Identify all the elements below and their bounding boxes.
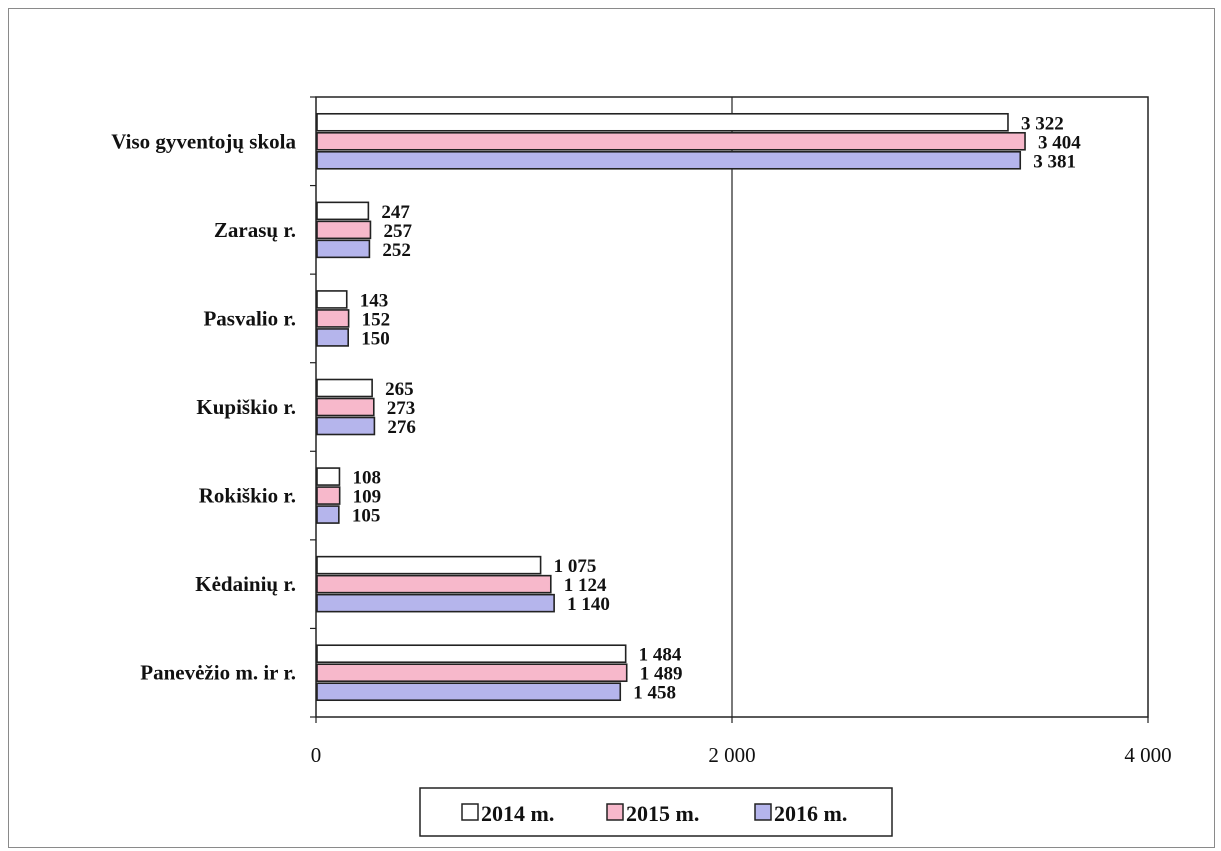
chart-frame — [8, 8, 1215, 848]
legend-swatch — [754, 803, 772, 821]
category-label: Panevėžio m. ir r. — [140, 661, 296, 685]
bar-2014m — [316, 201, 370, 221]
data-label: 108 — [352, 468, 381, 489]
legend-swatch — [461, 803, 479, 821]
data-label: 252 — [382, 240, 411, 261]
data-label: 273 — [387, 398, 416, 419]
bar-2016m — [316, 682, 622, 702]
category-label: Zarasų r. — [214, 218, 296, 242]
bar-2014m — [316, 378, 373, 398]
data-label: 247 — [381, 202, 410, 223]
data-label: 150 — [361, 328, 390, 349]
bar-2016m — [316, 593, 555, 613]
bar-2014m — [316, 290, 348, 309]
data-label: 1 484 — [639, 645, 682, 666]
legend-box — [419, 787, 893, 837]
data-label: 1 140 — [567, 594, 610, 615]
bar-2015m — [316, 131, 1026, 151]
category-label: Kupiškio r. — [196, 395, 296, 419]
data-label: 143 — [360, 290, 389, 311]
bar-2015m — [316, 486, 341, 505]
bar-2014m — [316, 555, 542, 575]
data-label: 276 — [387, 417, 416, 438]
category-label: Rokiškio r. — [199, 484, 296, 508]
category-label: Pasvalio r. — [203, 306, 296, 330]
x-tick-label: 2 000 — [708, 743, 755, 767]
data-label: 1 489 — [640, 664, 683, 685]
category-label: Kėdainių r. — [195, 572, 296, 596]
data-label: 3 404 — [1038, 132, 1081, 153]
bar-2014m — [316, 644, 627, 664]
data-label: 257 — [383, 221, 412, 242]
legend-swatch — [606, 803, 624, 821]
bar-2015m — [316, 309, 350, 328]
x-tick-label: 4 000 — [1124, 743, 1171, 767]
data-label: 1 124 — [564, 575, 607, 596]
legend-label: 2014 m. — [481, 801, 554, 826]
data-label: 1 075 — [554, 556, 597, 577]
bar-2015m — [316, 397, 375, 417]
bar-2015m — [316, 220, 372, 240]
bar-2015m — [316, 663, 628, 683]
bar-2016m — [316, 505, 340, 524]
data-label: 1 458 — [633, 683, 676, 704]
bar-2016m — [316, 416, 376, 436]
bar-2016m — [316, 150, 1022, 170]
bar-2015m — [316, 574, 552, 594]
bar-2016m — [316, 328, 350, 347]
data-label: 105 — [352, 506, 381, 527]
bar-2016m — [316, 239, 371, 259]
data-label: 109 — [353, 487, 382, 508]
category-label: Viso gyventojų skola — [111, 129, 296, 153]
x-tick-label: 0 — [311, 743, 322, 767]
legend-label: 2016 m. — [774, 801, 847, 826]
data-label: 3 381 — [1033, 151, 1076, 172]
legend-label: 2015 m. — [626, 801, 699, 826]
bar-2014m — [316, 467, 341, 486]
data-label: 3 322 — [1021, 113, 1064, 134]
data-label: 152 — [362, 309, 391, 330]
bar-2014m — [316, 112, 1009, 132]
data-label: 265 — [385, 379, 414, 400]
